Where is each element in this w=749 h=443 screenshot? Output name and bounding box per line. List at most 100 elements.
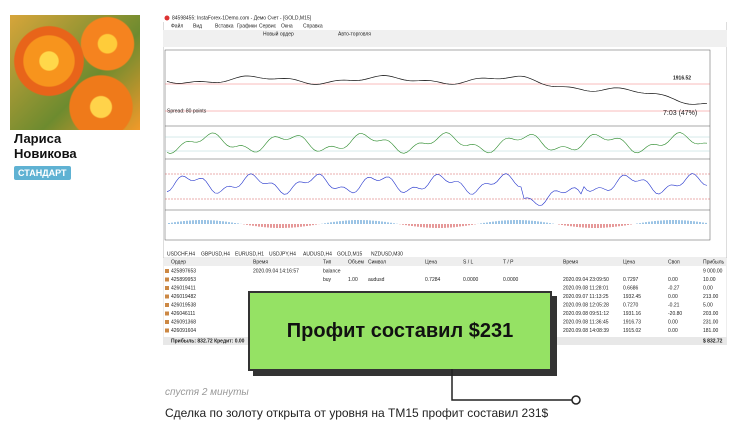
table-cell: 0.00	[668, 328, 678, 334]
chart-tab[interactable]: USDJPY,H4	[269, 251, 296, 257]
connector-dot	[571, 395, 581, 405]
author-name[interactable]: Лариса Новикова	[14, 131, 77, 161]
table-cell: 10.00	[703, 277, 716, 283]
table-cell: 425899953	[171, 277, 196, 283]
row-icon	[165, 294, 169, 299]
table-cell: 5.00	[703, 302, 713, 308]
table-total: $ 832.72	[703, 338, 723, 344]
row-icon	[165, 269, 169, 273]
column-header: Цена	[623, 259, 635, 265]
menu-item[interactable]: Сервис	[259, 23, 277, 29]
table-cell: -0.27	[668, 285, 680, 291]
table-cell: 2020.09.08 12:05:28	[563, 302, 609, 308]
table-cell: 426091368	[171, 319, 196, 325]
table-cell: 181.00	[703, 328, 719, 334]
badge: СТАНДАРТ	[14, 166, 71, 180]
menu-item[interactable]: Справка	[303, 23, 323, 29]
column-header: Своп	[668, 259, 680, 265]
table-cell: 0.7270	[623, 302, 639, 308]
table-cell: 9 000.00	[703, 268, 723, 274]
column-header: S / L	[463, 259, 474, 265]
table-cell: 213.00	[703, 294, 719, 300]
column-header: Тип	[323, 259, 332, 265]
toolbar	[163, 30, 727, 47]
column-header: T / P	[503, 259, 514, 265]
table-cell: 1915.02	[623, 328, 641, 334]
row-icon	[165, 328, 169, 333]
table-summary: Прибыль: 832.72 Кредит: 0.00	[171, 337, 245, 344]
app-icon	[164, 15, 170, 21]
table-cell: 0.0000	[463, 277, 479, 283]
table-cell: 2020.09.08 11:36:45	[563, 319, 609, 325]
row-icon	[165, 320, 169, 324]
table-cell: 2020.09.04 23:09:50	[563, 277, 609, 283]
chart-tab[interactable]: AUDUSD,H4	[303, 251, 332, 257]
rsi	[166, 173, 708, 206]
table-cell: 426019538	[171, 302, 196, 308]
table-cell: 1.00	[348, 277, 358, 283]
first-name: Лариса	[14, 131, 62, 146]
row-icon	[165, 303, 169, 307]
price-label: 1916.52	[673, 75, 691, 81]
menu-item[interactable]: Вставка	[215, 23, 234, 29]
chart-tab[interactable]: USDCHF,H4	[167, 251, 195, 257]
callout: Профит составил $231	[248, 291, 552, 371]
menu-item[interactable]: Вид	[193, 23, 202, 29]
oscillator	[166, 132, 708, 154]
table-cell: 1932.45	[623, 294, 641, 300]
table-cell: 203.00	[703, 311, 719, 317]
chart-tab[interactable]: GBPUSD,H4	[201, 251, 230, 257]
table-cell: 2020.09.07 11:13:25	[563, 294, 609, 300]
table-cell: buy	[323, 277, 332, 283]
post-caption: Сделка по золоту открыта от уровня на ТМ…	[165, 406, 549, 420]
table-cell: 426019411	[171, 285, 196, 291]
table-cell: 0.7284	[425, 277, 441, 283]
price-line	[166, 75, 708, 105]
row-icon	[165, 277, 169, 282]
table-cell: 0.00	[668, 319, 678, 325]
table-cell: 2020.09.08 09:51:12	[563, 311, 609, 317]
avatar[interactable]	[10, 15, 140, 130]
table-cell: 1931.16	[623, 311, 641, 317]
chart-tab[interactable]: GOLD,M15	[337, 251, 363, 257]
row-icon	[165, 286, 169, 290]
table-cell: 0.00	[703, 285, 713, 291]
table-cell: -20.80	[668, 311, 682, 317]
table-cell: 0.6686	[623, 285, 639, 291]
table-cell: 426091604	[171, 328, 196, 334]
table-cell: -0.21	[668, 302, 680, 308]
chart-tab[interactable]: NZDUSD,M30	[371, 251, 403, 257]
menu-item[interactable]: Окна	[281, 23, 293, 29]
title-bar	[163, 14, 727, 22]
table-cell: 231.00	[703, 319, 719, 325]
column-header: Символ	[368, 259, 386, 265]
table-cell: 2020.09.08 14:08:39	[563, 328, 609, 334]
connector-line	[451, 369, 572, 401]
toolbar-button[interactable]: Новый ордер	[263, 30, 294, 37]
table-cell: 426019482	[171, 294, 196, 300]
column-header: Ордер	[171, 259, 186, 265]
table-cell: 2020.09.04 14:16:57	[253, 268, 299, 274]
chart-tab[interactable]: EURUSD,H1	[235, 251, 264, 257]
column-header: Цена	[425, 259, 437, 265]
row-icon	[165, 311, 169, 316]
toolbar-button[interactable]: Авто-торговля	[338, 31, 371, 37]
table-cell: 0.00	[668, 277, 678, 283]
table-cell: 0.00	[668, 294, 678, 300]
column-header: Время	[253, 259, 268, 265]
table-cell: balance	[323, 268, 341, 274]
column-header: Время	[563, 259, 578, 265]
table-cell: 2020.09.08 11:28:01	[563, 285, 609, 291]
window-title: 84598455: InstaForex-1Demo.com - Демо Сч…	[172, 15, 312, 21]
screenshot: 84598455: InstaForex-1Demo.com - Демо Сч…	[163, 14, 727, 345]
table-header-bg	[163, 258, 727, 266]
menu-item[interactable]: Файл	[171, 22, 183, 29]
spread-label: Spread: 80 points	[167, 108, 207, 114]
post-time: спустя 2 минуты	[165, 387, 249, 398]
timer-label: 7:03 (47%)	[663, 110, 697, 117]
menu-item[interactable]: Графики	[237, 23, 257, 29]
last-name: Новикова	[14, 146, 77, 161]
column-header: Объем	[348, 259, 364, 265]
